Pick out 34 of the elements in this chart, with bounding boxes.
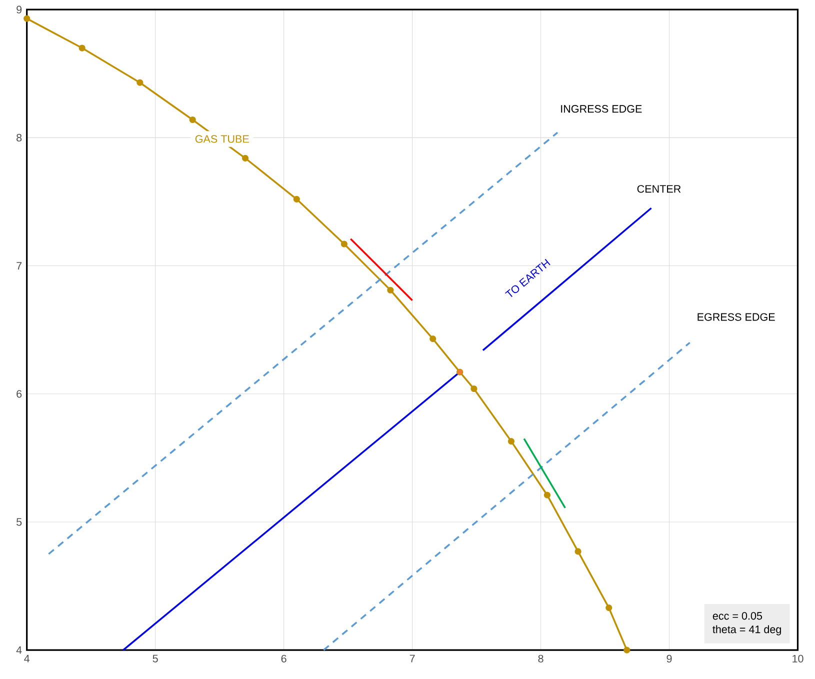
x-tick-label: 5	[152, 654, 158, 662]
annotation: GAS TUBE	[195, 135, 249, 143]
y-tick-label: 9	[16, 6, 22, 14]
point	[574, 548, 582, 555]
annotation: EGRESS EDGE	[698, 313, 775, 321]
point	[189, 116, 196, 124]
point	[508, 438, 515, 445]
y-tick-label: 8	[16, 134, 22, 142]
annotation: CENTER	[637, 185, 681, 193]
point	[340, 240, 348, 248]
x-tick-label: 6	[281, 654, 286, 663]
point	[606, 604, 612, 612]
point	[470, 386, 478, 392]
x-tick-label: 7	[410, 654, 415, 662]
annotation: ecc = 0.05	[712, 612, 762, 620]
annotation: theta = 41 deg	[712, 625, 781, 636]
annotation: INGRESS EDGE	[561, 105, 642, 113]
point	[293, 196, 300, 203]
y-tick-label: 6	[16, 390, 22, 398]
point	[136, 79, 144, 86]
point	[387, 286, 394, 294]
point	[430, 336, 436, 342]
y-tick-label: 7	[16, 262, 22, 270]
point	[24, 15, 30, 22]
x-tick-label: 9	[666, 654, 672, 663]
x-tick-label: 4	[24, 654, 30, 662]
point	[78, 44, 86, 52]
point	[242, 154, 249, 162]
x-tick-label: 8	[538, 654, 544, 663]
y-tick-label: 5	[16, 518, 22, 526]
x-tick-label: 10	[792, 654, 804, 663]
point	[624, 646, 630, 654]
y-tick-label: 4	[16, 646, 22, 654]
point	[544, 492, 551, 498]
